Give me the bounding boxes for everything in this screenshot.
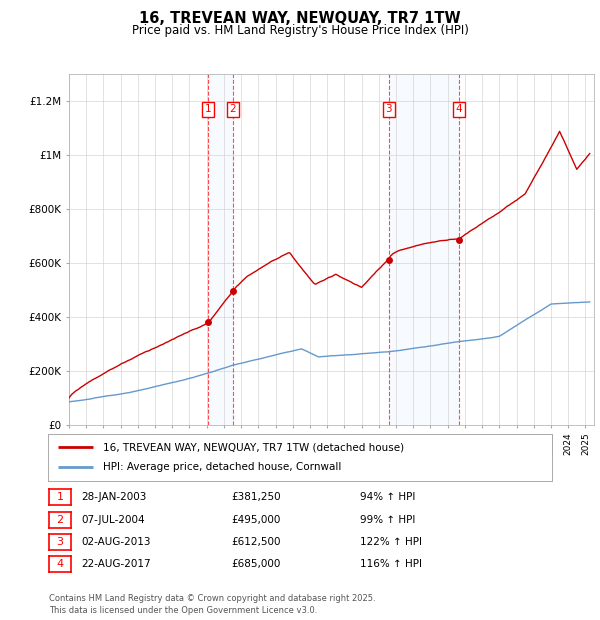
Text: Contains HM Land Registry data © Crown copyright and database right 2025.
This d: Contains HM Land Registry data © Crown c… bbox=[49, 594, 376, 615]
Bar bbox=[208, 74, 233, 425]
Text: £495,000: £495,000 bbox=[231, 515, 280, 525]
Text: 3: 3 bbox=[56, 537, 64, 547]
Bar bbox=[389, 74, 459, 425]
Text: 3: 3 bbox=[386, 104, 392, 115]
Text: 22-AUG-2017: 22-AUG-2017 bbox=[81, 559, 151, 569]
Text: 02-AUG-2013: 02-AUG-2013 bbox=[81, 537, 151, 547]
Text: 116% ↑ HPI: 116% ↑ HPI bbox=[360, 559, 422, 569]
Text: 122% ↑ HPI: 122% ↑ HPI bbox=[360, 537, 422, 547]
Text: 94% ↑ HPI: 94% ↑ HPI bbox=[360, 492, 415, 502]
Text: 16, TREVEAN WAY, NEWQUAY, TR7 1TW (detached house): 16, TREVEAN WAY, NEWQUAY, TR7 1TW (detac… bbox=[103, 442, 404, 452]
Text: 1: 1 bbox=[205, 104, 211, 115]
Text: 07-JUL-2004: 07-JUL-2004 bbox=[81, 515, 145, 525]
Text: £685,000: £685,000 bbox=[231, 559, 280, 569]
Text: £612,500: £612,500 bbox=[231, 537, 281, 547]
Text: HPI: Average price, detached house, Cornwall: HPI: Average price, detached house, Corn… bbox=[103, 463, 342, 472]
Text: 4: 4 bbox=[455, 104, 462, 115]
Text: 1: 1 bbox=[56, 492, 64, 502]
Text: 28-JAN-2003: 28-JAN-2003 bbox=[81, 492, 146, 502]
Text: £381,250: £381,250 bbox=[231, 492, 281, 502]
Text: 16, TREVEAN WAY, NEWQUAY, TR7 1TW: 16, TREVEAN WAY, NEWQUAY, TR7 1TW bbox=[139, 11, 461, 26]
Text: Price paid vs. HM Land Registry's House Price Index (HPI): Price paid vs. HM Land Registry's House … bbox=[131, 24, 469, 37]
Text: 2: 2 bbox=[56, 515, 64, 525]
Text: 2: 2 bbox=[230, 104, 236, 115]
Text: 99% ↑ HPI: 99% ↑ HPI bbox=[360, 515, 415, 525]
Text: 4: 4 bbox=[56, 559, 64, 569]
